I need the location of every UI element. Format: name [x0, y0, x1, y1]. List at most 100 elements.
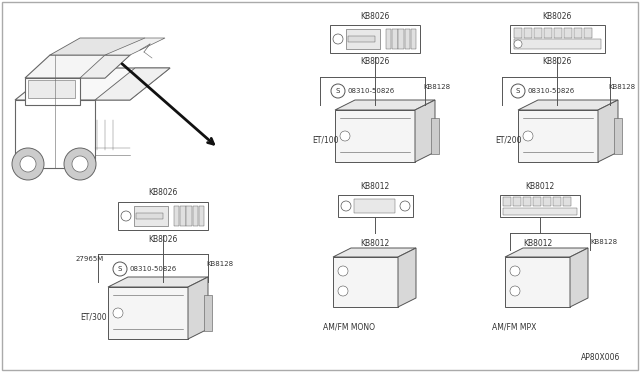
- Text: 08310-50826: 08310-50826: [528, 88, 575, 94]
- Bar: [563, 197, 571, 206]
- Circle shape: [511, 84, 525, 98]
- Bar: [174, 206, 179, 226]
- Bar: [584, 28, 592, 38]
- Circle shape: [514, 40, 522, 48]
- Text: KB8026: KB8026: [542, 57, 572, 66]
- Polygon shape: [518, 100, 618, 110]
- Polygon shape: [598, 100, 618, 162]
- Bar: [543, 197, 551, 206]
- Bar: [346, 29, 380, 49]
- Circle shape: [338, 266, 348, 276]
- Polygon shape: [570, 248, 588, 307]
- Bar: [514, 28, 522, 38]
- Polygon shape: [398, 248, 416, 307]
- Circle shape: [341, 201, 351, 211]
- Circle shape: [340, 131, 350, 141]
- Text: ET/300: ET/300: [80, 312, 107, 321]
- Text: S: S: [516, 88, 520, 94]
- Circle shape: [510, 286, 520, 296]
- Bar: [398, 29, 404, 49]
- Text: KB8026: KB8026: [148, 188, 178, 197]
- Bar: [204, 295, 212, 331]
- Bar: [386, 29, 391, 49]
- Polygon shape: [105, 38, 165, 55]
- Text: 08310-50826: 08310-50826: [348, 88, 396, 94]
- Circle shape: [121, 211, 131, 221]
- Circle shape: [338, 286, 348, 296]
- Circle shape: [510, 266, 520, 276]
- Bar: [134, 206, 168, 226]
- Text: ET/100: ET/100: [312, 135, 339, 144]
- Polygon shape: [505, 248, 588, 257]
- Text: AM/FM MONO: AM/FM MONO: [323, 323, 375, 332]
- Text: KB8012: KB8012: [524, 239, 552, 248]
- Circle shape: [113, 308, 123, 318]
- Bar: [392, 29, 397, 49]
- Bar: [544, 28, 552, 38]
- Circle shape: [72, 156, 88, 172]
- Bar: [510, 25, 605, 53]
- Circle shape: [64, 148, 96, 180]
- Bar: [333, 257, 398, 307]
- Bar: [523, 197, 531, 206]
- Bar: [431, 118, 439, 154]
- Polygon shape: [15, 100, 95, 168]
- Polygon shape: [50, 38, 145, 55]
- Polygon shape: [188, 277, 208, 339]
- Circle shape: [333, 34, 343, 44]
- Bar: [500, 195, 580, 217]
- Text: 27965M: 27965M: [76, 256, 104, 262]
- Text: S: S: [118, 266, 122, 272]
- Text: KB8026: KB8026: [542, 12, 572, 21]
- Polygon shape: [25, 78, 80, 105]
- Circle shape: [12, 148, 44, 180]
- Bar: [533, 197, 541, 206]
- Circle shape: [400, 201, 410, 211]
- Text: KB8128: KB8128: [608, 84, 635, 90]
- Bar: [524, 28, 532, 38]
- Bar: [136, 213, 163, 219]
- Bar: [513, 197, 521, 206]
- Polygon shape: [333, 248, 416, 257]
- Text: KB8012: KB8012: [360, 239, 390, 248]
- Bar: [518, 110, 598, 162]
- Polygon shape: [335, 100, 435, 110]
- Bar: [335, 110, 415, 162]
- Bar: [553, 197, 561, 206]
- Bar: [503, 197, 511, 206]
- Text: ET/200: ET/200: [495, 135, 522, 144]
- Bar: [330, 25, 420, 53]
- Bar: [199, 206, 204, 226]
- Bar: [193, 206, 198, 226]
- Polygon shape: [80, 55, 130, 78]
- Text: KB8128: KB8128: [590, 239, 617, 245]
- Bar: [503, 208, 577, 215]
- Polygon shape: [108, 277, 208, 287]
- Bar: [354, 199, 396, 213]
- Text: KB8012: KB8012: [525, 182, 555, 191]
- Circle shape: [523, 131, 533, 141]
- Bar: [574, 28, 582, 38]
- Bar: [108, 287, 188, 339]
- Text: KB8012: KB8012: [360, 182, 390, 191]
- Text: KB8026: KB8026: [148, 235, 178, 244]
- Polygon shape: [415, 100, 435, 162]
- Bar: [554, 28, 562, 38]
- Text: AM/FM MPX: AM/FM MPX: [492, 323, 536, 332]
- Circle shape: [331, 84, 345, 98]
- Text: 08310-50826: 08310-50826: [130, 266, 177, 272]
- Text: KB8026: KB8026: [360, 57, 390, 66]
- Circle shape: [20, 156, 36, 172]
- Bar: [505, 257, 570, 307]
- Bar: [118, 202, 208, 230]
- Bar: [180, 206, 186, 226]
- Circle shape: [113, 262, 127, 276]
- Text: KB8128: KB8128: [206, 261, 233, 267]
- Bar: [348, 36, 375, 42]
- Bar: [338, 195, 413, 217]
- Bar: [186, 206, 192, 226]
- Text: KB8128: KB8128: [423, 84, 450, 90]
- Polygon shape: [25, 55, 130, 78]
- Bar: [514, 39, 601, 49]
- Bar: [614, 118, 622, 154]
